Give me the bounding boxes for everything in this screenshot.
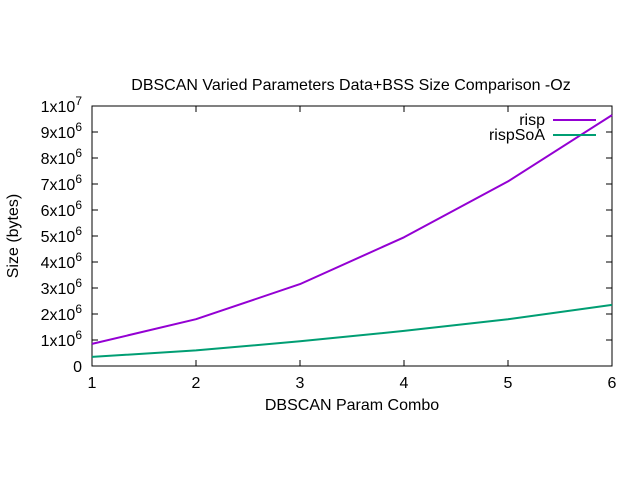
y-tick-label: 7x106 bbox=[41, 172, 83, 194]
x-tick-label: 3 bbox=[296, 375, 305, 392]
y-tick-label: 3x106 bbox=[41, 276, 83, 298]
x-axis-label: DBSCAN Param Combo bbox=[265, 397, 439, 414]
y-axis: 0 1x106 2x106 3x106 4x106 5x106 6x106 7x106 8x10… bbox=[41, 94, 612, 376]
x-tick-label: 5 bbox=[504, 375, 513, 392]
x-axis: 1 2 3 4 5 6 bbox=[88, 106, 617, 392]
y-tick-label: 5x106 bbox=[41, 224, 83, 246]
legend-label-risp: risp bbox=[519, 112, 545, 129]
y-axis-label: Size (bytes) bbox=[5, 194, 22, 278]
y-tick-label: 8x106 bbox=[41, 146, 83, 168]
series-layer bbox=[91, 114, 613, 358]
y-tick-label: 6x106 bbox=[41, 198, 83, 220]
x-tick-label: 1 bbox=[88, 375, 97, 392]
series-line-risp bbox=[91, 114, 613, 345]
y-tick-label: 9x106 bbox=[41, 120, 83, 142]
y-tick-label: 0 bbox=[73, 359, 82, 376]
x-tick-label: 6 bbox=[608, 375, 617, 392]
y-tick-label: 1x107 bbox=[41, 94, 83, 116]
series-line-rispSoA bbox=[91, 303, 613, 358]
y-tick-label: 2x106 bbox=[41, 302, 83, 324]
x-tick-label: 4 bbox=[400, 375, 409, 392]
y-tick-label: 1x106 bbox=[41, 328, 83, 350]
legend-label-rispSoA: rispSoA bbox=[489, 127, 545, 144]
chart-title: DBSCAN Varied Parameters Data+BSS Size C… bbox=[131, 77, 570, 94]
x-tick-label: 2 bbox=[192, 375, 201, 392]
plot-frame bbox=[91, 105, 613, 367]
y-tick-label: 4x106 bbox=[41, 250, 83, 272]
